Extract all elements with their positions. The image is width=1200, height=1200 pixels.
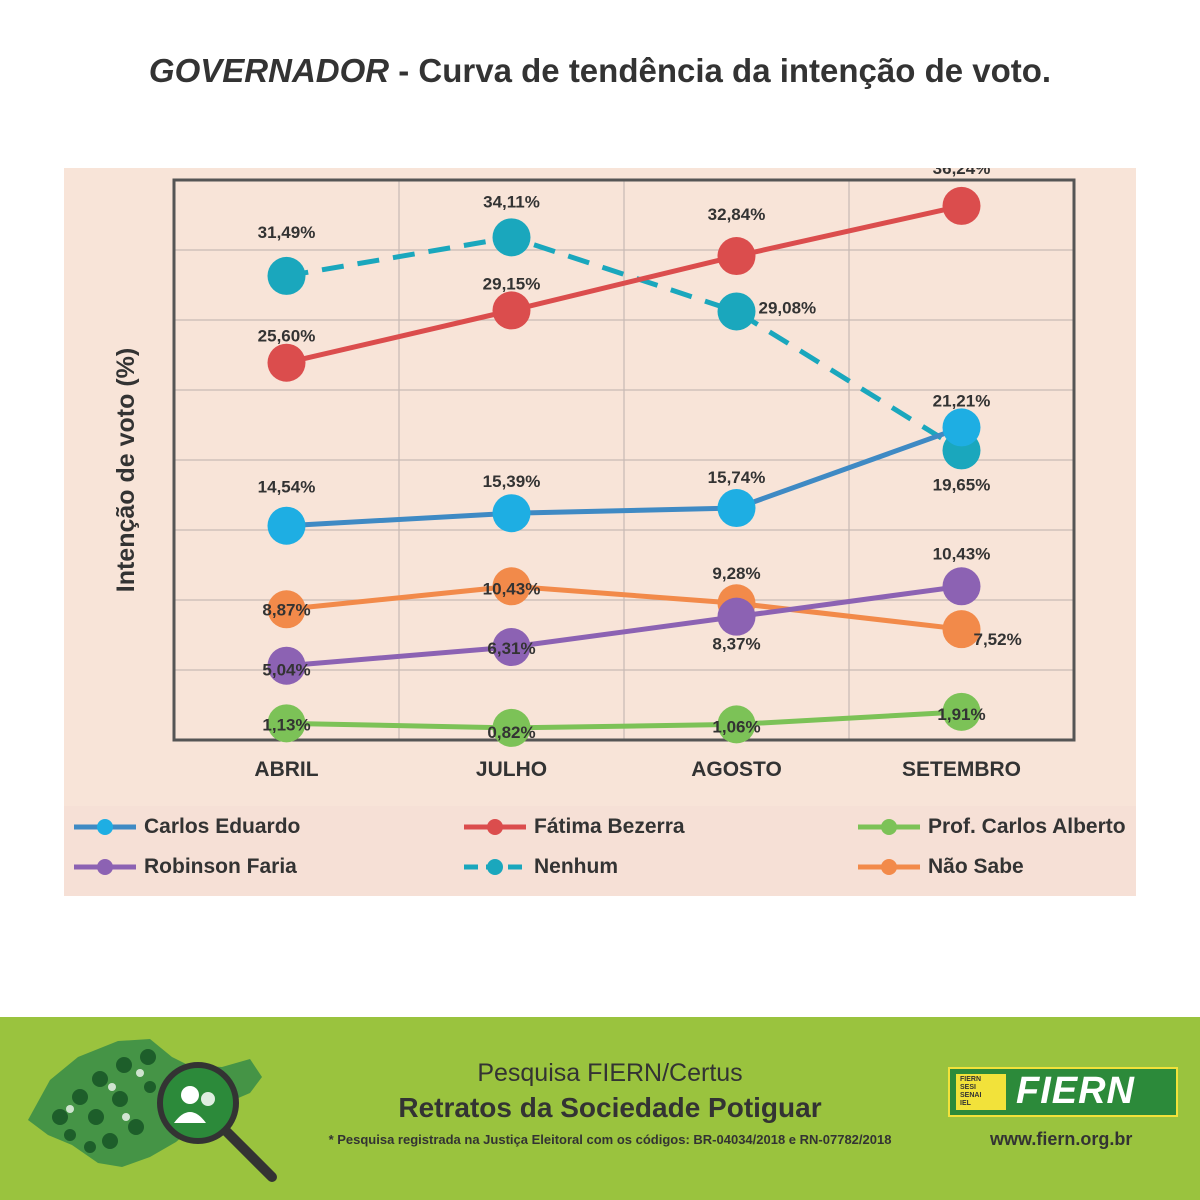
fiern-logo: FIERN SESI SENAI IEL FIERN [948,1067,1178,1117]
legend-label: Prof. Carlos Alberto [928,815,1126,838]
data-point [942,610,981,649]
data-label: 9,28% [712,564,760,583]
series-line [286,425,963,529]
data-label: 29,08% [759,298,817,317]
logo-badge-line: SESI [960,1084,976,1091]
data-point [492,567,531,606]
data-label: 36,24% [933,168,991,178]
y-axis-label: Intenção de voto (%) [112,348,140,592]
series-line [286,234,963,453]
logo-badge-line: FIERN [960,1076,981,1083]
data-label: 10,43% [933,544,991,563]
legend-swatch-icon [858,859,920,875]
legend-swatch-icon [464,819,526,835]
plot-frame [172,178,1076,742]
data-point [942,567,981,606]
legend-swatch-icon [74,859,136,875]
data-label: 34,11% [483,192,540,211]
line-chart: ABRIL JULHO AGOSTO SETEMBRO Intenção de voto… [112,168,1076,781]
data-label: 32,84% [708,205,766,224]
page-title: GOVERNADOR - Curva de tendência da inten… [0,52,1200,90]
title-italic: GOVERNADOR [148,52,390,89]
logo-badge-line: IEL [960,1100,971,1107]
legend-label: Carlos Eduardo [144,815,301,838]
data-point [267,646,306,685]
data-point [492,628,531,667]
legend-swatch-icon [464,859,526,875]
data-point [717,705,756,744]
data-label: 14,54% [258,478,316,497]
legend-item: Não Sabe [856,854,1024,880]
chart-legend: Carlos Eduardo Fátima Bezerra Prof. Carlos… [64,806,1136,896]
data-label: 6,31% [487,639,535,658]
data-point [942,408,981,447]
data-label: 8,87% [262,600,310,619]
legend-item: Carlos Eduardo [72,814,300,840]
data-label: 1,06% [712,717,760,736]
data-point [717,292,756,331]
series-line [286,709,962,731]
data-point [717,237,756,276]
data-label: 7,52% [974,630,1022,649]
legend-item: Fátima Bezerra [462,814,685,840]
data-point [717,597,756,636]
data-label: 19,65% [933,475,991,494]
data-label: 25,60% [258,327,316,346]
data-label: 5,04% [262,661,310,680]
data-point [492,494,531,533]
legend-swatch-icon [858,819,920,835]
logo-badge: FIERN SESI SENAI IEL [956,1074,1006,1110]
data-point [267,343,306,382]
legend-item: Nenhum [462,854,618,880]
footer-text: Pesquisa FIERN/Certus Retratos da Socied… [290,1059,930,1147]
data-point [717,489,756,528]
data-point [267,704,306,743]
data-label: 1,13% [262,715,310,734]
chart-panel: ABRIL JULHO AGOSTO SETEMBRO Intenção de voto… [64,168,1136,896]
legend-label: Não Sabe [928,855,1024,878]
data-label: 10,43% [483,579,541,598]
series-line [286,583,962,632]
footer-subtitle: Pesquisa FIERN/Certus [477,1059,743,1087]
data-label: 15,39% [483,472,541,491]
map-icon [28,1039,277,1182]
data-point [492,291,531,330]
x-tick-label: SETEMBRO [902,758,1021,781]
series-line [286,583,962,669]
title-rest: - Curva de tendência da intenção de voto… [389,52,1052,89]
data-point [942,692,981,731]
data-point [942,186,981,225]
logo-text: FIERN [1016,1070,1135,1112]
data-point [492,218,531,257]
data-label: 8,37% [712,635,760,654]
data-label: 0,82% [487,723,535,742]
website-link[interactable]: www.fiern.org.br [990,1129,1133,1149]
footer-note: * Pesquisa registrada na Justiça Eleitor… [328,1132,892,1147]
series-line [285,203,963,366]
legend-item: Prof. Carlos Alberto [856,814,1126,840]
legend-label: Nenhum [534,855,618,878]
data-point [267,256,306,295]
x-tick-label: JULHO [476,758,547,781]
footer: Pesquisa FIERN/Certus Retratos da Socied… [0,1017,1200,1200]
data-label: 1,91% [937,705,985,724]
data-label: 29,15% [483,274,541,293]
legend-swatch-icon [74,819,136,835]
data-point [492,708,531,747]
legend-label: Fátima Bezerra [534,815,685,838]
data-label: 21,21% [933,391,991,410]
footer-title: Retratos da Sociedade Potiguar [398,1092,822,1123]
logo-badge-line: SENAI [960,1092,982,1099]
x-tick-label: AGOSTO [691,758,782,781]
data-point [267,506,306,545]
data-label: 31,49% [258,223,316,242]
data-point [267,590,306,629]
x-tick-label: ABRIL [254,758,318,781]
legend-item: Robinson Faria [72,854,297,880]
data-label: 15,74% [708,468,766,487]
legend-label: Robinson Faria [144,855,297,878]
